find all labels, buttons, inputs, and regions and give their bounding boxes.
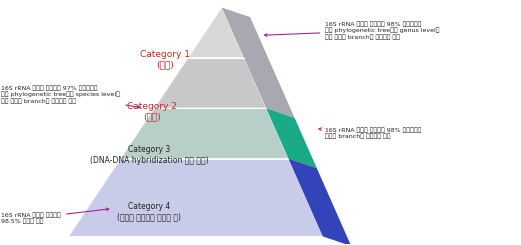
Text: 16S rRNA 유전자 유사도가
98.5% 이상인 경우: 16S rRNA 유전자 유사도가 98.5% 이상인 경우 [2,208,109,224]
Polygon shape [188,7,244,58]
Polygon shape [69,159,322,236]
Text: 16S rRNA 유전자 유사도가 98% 이미이면서
전체 phylogenetic tree에서 genus level의
매우 독특한 branch를 형: 16S rRNA 유전자 유사도가 98% 이미이면서 전체 phylogene… [265,21,440,40]
Text: Category 1
(신속): Category 1 (신속) [140,50,190,69]
Polygon shape [221,7,294,118]
Text: Category 3
(DNA-DNA hybridization 확인 필요): Category 3 (DNA-DNA hybridization 확인 필요) [90,146,208,165]
Text: 16S rRNA 유전자 유사도가 98% 미만이지만
독특한 branch를 형성하는 경우: 16S rRNA 유전자 유사도가 98% 미만이지만 독특한 branch를 … [319,127,421,139]
Text: Category 2
(신종): Category 2 (신종) [127,102,177,121]
Polygon shape [288,159,351,245]
Text: Category 4
(기존에 존재하는 미생물 종): Category 4 (기존에 존재하는 미생물 종) [117,202,181,222]
Text: 16S rRNA 유전자 유사도가 97% 이미이면서
전체 phylogenetic tree에서 species level의
매우 독특한 branch를: 16S rRNA 유전자 유사도가 97% 이미이면서 전체 phylogene… [2,85,140,108]
Polygon shape [154,58,266,108]
Polygon shape [266,108,317,168]
Polygon shape [121,108,288,159]
